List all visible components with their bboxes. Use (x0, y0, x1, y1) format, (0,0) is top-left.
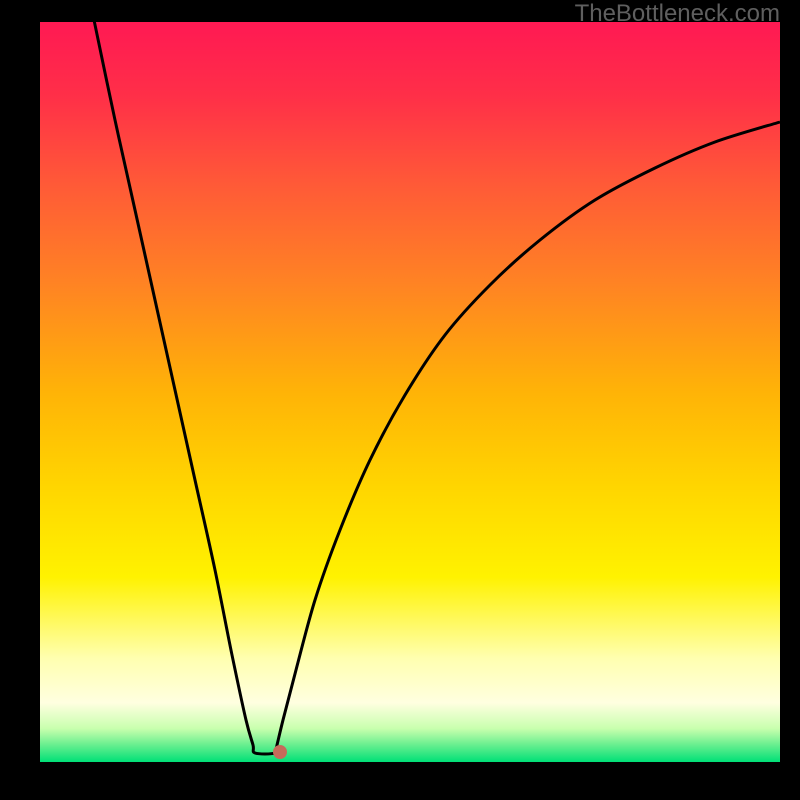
watermark-text: TheBottleneck.com (575, 0, 780, 28)
chart-canvas: TheBottleneck.com (0, 0, 800, 800)
optimal-point-marker (273, 745, 287, 759)
plot-gradient-background (40, 22, 780, 762)
